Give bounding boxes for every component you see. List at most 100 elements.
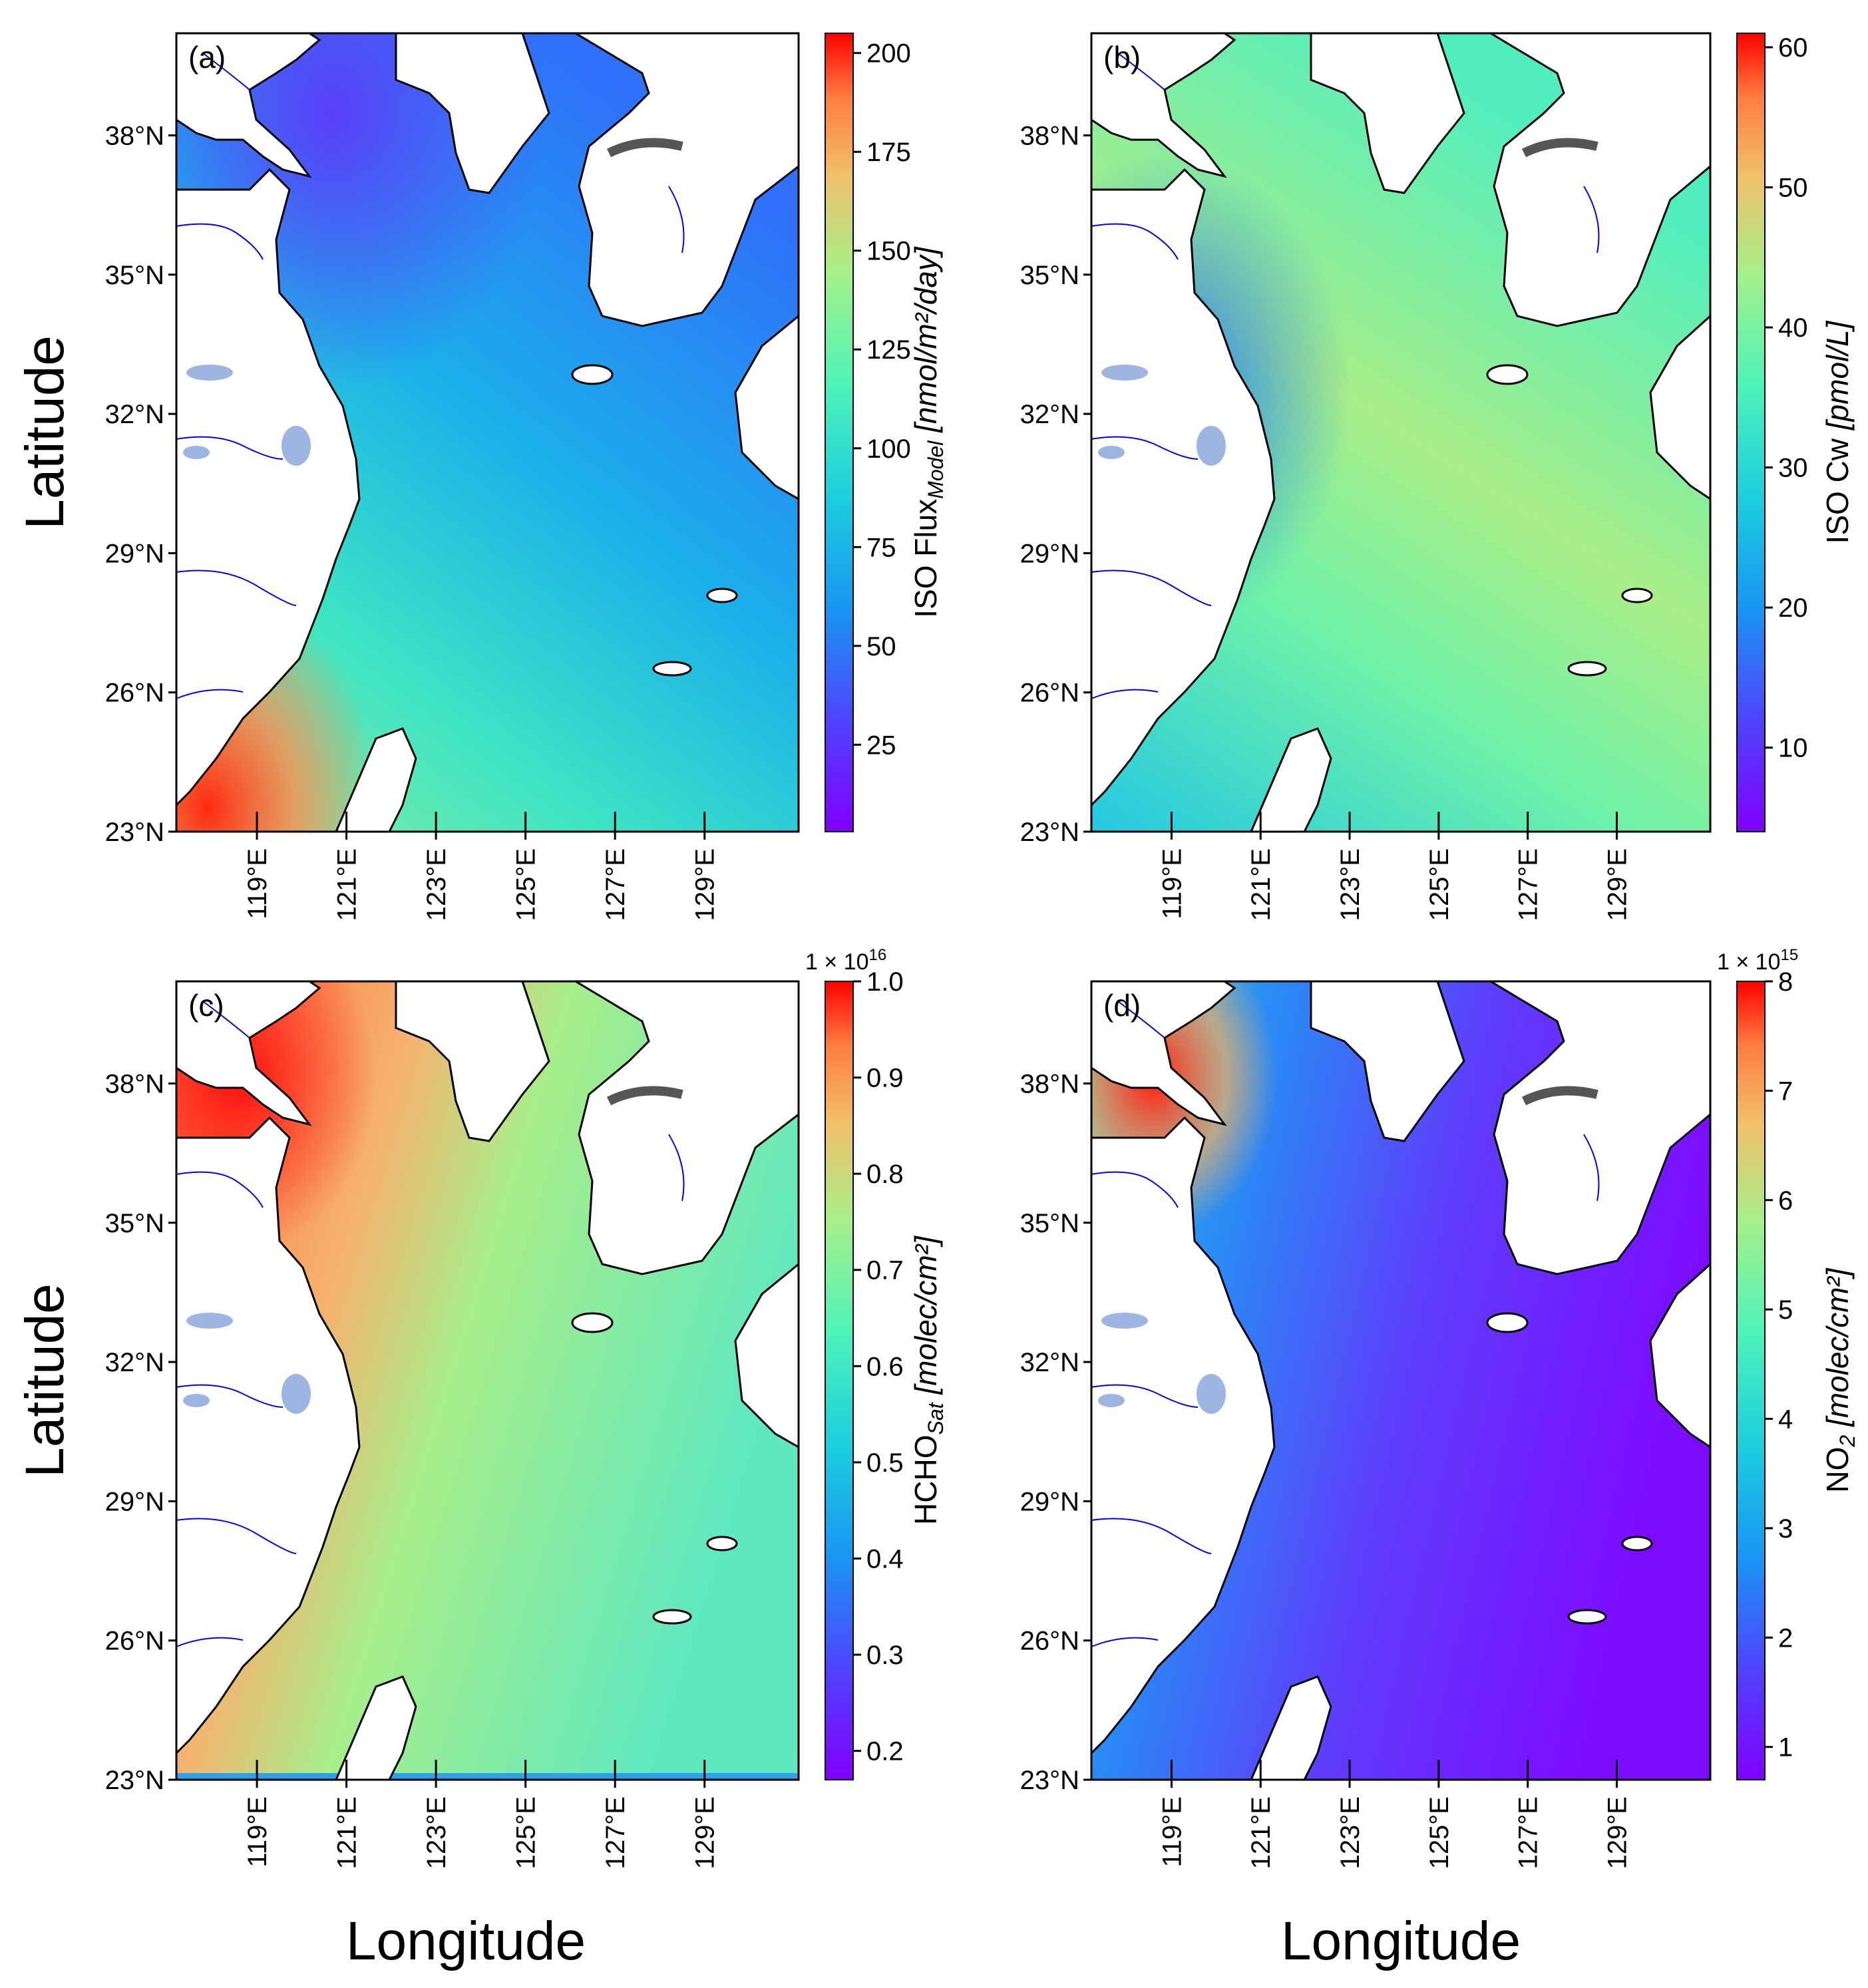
lon-tick-label: 129°E <box>691 1796 720 1869</box>
rivers <box>1091 1001 1600 1647</box>
y-axis-title-bottom: Latitude <box>15 1283 75 1478</box>
lon-tick-label: 129°E <box>1602 848 1632 921</box>
lat-tick-label: 26°N <box>105 679 164 708</box>
land-mask <box>1090 32 1712 833</box>
lon-tick-label: 119°E <box>1157 1796 1187 1867</box>
lon-tick-label: 129°E <box>1602 1796 1632 1869</box>
lon-tick-label: 123°E <box>422 848 451 921</box>
lon-tick-label: 127°E <box>601 848 630 921</box>
ryukyu-island <box>1567 1609 1607 1625</box>
lat-tick-label: 32°N <box>105 1348 164 1377</box>
china-east-coast <box>175 168 361 808</box>
china-mainland <box>175 32 321 178</box>
lat-tick-label: 23°N <box>105 1766 164 1795</box>
lon-tick-label: 123°E <box>1336 848 1365 921</box>
okinawa-island <box>706 587 738 603</box>
colorbar-tick-label: 100 <box>866 434 911 464</box>
panel-c: (c) <box>175 980 800 1781</box>
colorbar-tick-label: 6 <box>1778 1186 1793 1216</box>
colorbar-gradient <box>825 981 854 1780</box>
lon-tick-label: 121°E <box>333 848 362 921</box>
colorbar-tick-label: 8 <box>1778 967 1793 997</box>
lon-tick-label: 125°E <box>512 1796 541 1869</box>
lat-tick-label: 32°N <box>1020 1348 1079 1377</box>
colorbar-tick-label: 200 <box>866 39 911 69</box>
colorbar-tick-label: 0.2 <box>866 1737 904 1766</box>
colorbar-tick-label: 150 <box>866 237 911 266</box>
colorbar-3: 0.2 0.3 0.4 0.5 0.6 0.7 0.8 0.9 1.01 × 1016 HCHOS… <box>805 946 948 1780</box>
ryukyu-island <box>652 1609 692 1625</box>
colorbar-tick-label: 0.6 <box>866 1352 904 1381</box>
colorbar-gradient <box>1736 33 1766 832</box>
panel-axes-1: 23°N 26°N 29°N 32°N 35°N 38°N 119°E 121°E 123°E 1… <box>105 121 720 921</box>
lat-tick-label: 38°N <box>105 121 164 150</box>
colorbar-label: ISO FluxModel [nmol/m²/day] <box>908 246 948 618</box>
colorbar-tick-label: 2 <box>1778 1623 1793 1653</box>
china-east-coast <box>175 1116 361 1756</box>
panel-letter: (c) <box>188 988 224 1023</box>
lon-tick-label: 127°E <box>601 1796 630 1869</box>
lakes <box>1098 365 1226 466</box>
colorbar-tick-label: 50 <box>866 632 896 661</box>
colorbar-tick-label: 0.7 <box>866 1256 904 1285</box>
colorbar-tick-label: 125 <box>866 335 911 365</box>
map-frame <box>1090 32 1712 833</box>
x-axis-title-right: Longitude <box>1281 1911 1521 1971</box>
colorbar-tick-label: 25 <box>866 731 896 760</box>
lat-tick-label: 29°N <box>1020 1487 1079 1516</box>
panel-axes-3: 23°N 26°N 29°N 32°N 35°N 38°N 119°E 121°E 123°E 1… <box>105 1069 720 1869</box>
jeju-island <box>571 1312 614 1333</box>
lat-tick-label: 35°N <box>1020 1209 1079 1238</box>
land-mask <box>175 980 800 1781</box>
rivers <box>176 1001 685 1647</box>
land-mask <box>1090 980 1712 1781</box>
jeju-island <box>1486 1312 1529 1333</box>
liaodong-peninsula <box>395 980 550 1142</box>
colorbar-tick-label: 30 <box>1778 454 1808 483</box>
lat-tick-label: 38°N <box>105 1069 164 1098</box>
ryukyu-island <box>652 661 692 677</box>
panel-a: (a) <box>175 32 800 833</box>
lat-tick-label: 35°N <box>1020 261 1079 290</box>
panel-letter: (b) <box>1103 40 1141 75</box>
lat-tick-label: 29°N <box>1020 539 1079 568</box>
china-east-coast <box>1090 1116 1276 1756</box>
colorbar-tick-label: 20 <box>1778 593 1808 623</box>
dmz-line <box>606 1086 683 1106</box>
lon-tick-label: 121°E <box>1246 1796 1276 1869</box>
liaodong-peninsula <box>395 32 550 194</box>
panel-axes-2: 23°N 26°N 29°N 32°N 35°N 38°N 119°E 121°E 123°E 1… <box>1020 121 1632 921</box>
lon-tick-label: 119°E <box>1157 848 1187 919</box>
map-frame <box>175 980 800 1781</box>
map-frame <box>1090 980 1712 1781</box>
land-mask <box>175 32 800 833</box>
china-mainland <box>175 980 321 1126</box>
rivers <box>176 53 685 699</box>
lakes <box>183 365 311 466</box>
lon-tick-label: 127°E <box>1514 848 1543 921</box>
colorbar-tick-label: 3 <box>1778 1514 1793 1544</box>
jeju-island <box>571 364 614 385</box>
colorbar-gradient <box>825 33 854 832</box>
colorbar-tick-label: 10 <box>1778 734 1808 763</box>
korea-peninsula <box>1487 32 1712 327</box>
colorbar-tick-label: 0.5 <box>866 1448 904 1478</box>
lat-tick-label: 35°N <box>105 1209 164 1238</box>
dmz-line <box>606 138 683 158</box>
lat-tick-label: 26°N <box>1020 1627 1079 1656</box>
lon-tick-label: 125°E <box>1425 1796 1454 1869</box>
lon-tick-label: 129°E <box>691 848 720 921</box>
lon-tick-label: 121°E <box>333 1796 362 1869</box>
dmz-line <box>1521 138 1598 158</box>
x-axis-title-left: Longitude <box>346 1911 586 1971</box>
colorbar-tick-label: 0.3 <box>866 1641 904 1670</box>
lat-tick-label: 26°N <box>1020 679 1079 708</box>
lon-tick-label: 119°E <box>243 848 272 919</box>
lat-tick-label: 23°N <box>1020 1766 1079 1795</box>
liaodong-peninsula <box>1310 980 1465 1142</box>
colorbar-tick-label: 0.9 <box>866 1064 904 1093</box>
liaodong-peninsula <box>1310 32 1465 194</box>
panel-d: (d) <box>1090 980 1712 1781</box>
lat-tick-label: 32°N <box>105 400 164 429</box>
lakes <box>183 1313 311 1414</box>
